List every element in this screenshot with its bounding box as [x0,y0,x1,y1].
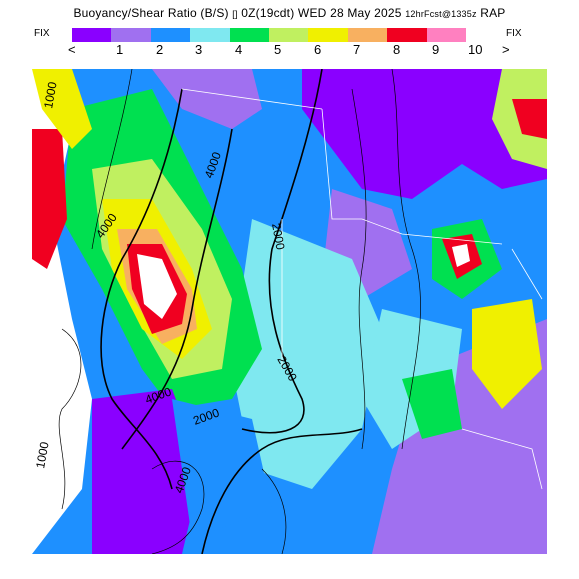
contour-line [58,328,82,510]
region-light-purple-nw [152,69,262,129]
contour-line [261,468,287,554]
tick-label: 8 [393,42,401,57]
color-swatch [72,28,112,42]
border-line [321,108,503,245]
region-red-nw [32,129,67,269]
chart-title: Buoyancy/Shear Ratio (B/S) [] 0Z(19cdt) … [0,6,579,20]
region-red-ne [512,99,547,139]
contour-line [151,460,205,554]
contour-line [100,88,183,490]
region-blue-sw [172,399,272,539]
border-line [461,428,543,490]
fix-right-label: FIX [506,28,522,39]
border-line [511,248,543,300]
contour-lines [100,69,363,554]
tick-label: 6 [314,42,322,57]
contour-label: 1000 [33,440,51,469]
color-swatch [268,28,309,42]
title-main: Buoyancy/Shear Ratio (B/S) [73,6,229,20]
contour-lines-thin [58,69,421,554]
tick-label: 10 [468,42,483,57]
color-scale [72,28,466,42]
region-white-east [452,244,470,267]
region-green-se [402,369,462,439]
title-valid: 0Z(19cdt) WED 28 May 2025 [241,6,402,20]
tick-label: 5 [274,42,282,57]
color-swatch [426,28,466,42]
color-swatch [229,28,269,42]
region-yellow-nw [32,69,92,149]
less-than-marker: < [68,42,76,57]
contour-label: 1000 [41,80,59,109]
color-swatch [111,28,151,42]
color-swatch [308,28,348,42]
tick-label: 9 [432,42,440,57]
contour-label: 2000 [269,222,287,251]
fix-left-label: FIX [34,28,50,39]
color-swatch [150,28,191,42]
color-swatch [387,28,427,42]
greater-than-marker: > [502,42,510,57]
contour-line [91,69,133,250]
region-white-core [137,254,177,319]
region-purple-sw [92,389,202,554]
border-line [181,88,323,110]
tick-label: 1 [116,42,124,57]
contour-line [121,128,233,450]
tick-label: 2 [156,42,164,57]
title-model: RAP [480,6,506,20]
contour-line [241,69,323,434]
tick-label: 7 [353,42,361,57]
scale-ticks: < 1 2 3 4 5 6 7 8 9 10 > [62,42,522,60]
title-cross: [] [232,9,238,19]
color-swatch [190,28,230,42]
contour-line [201,428,363,554]
tick-label: 3 [195,42,203,57]
contour-line [351,88,367,450]
map-panel: 4000 4000 2000 2000 2000 1000 4000 4000 … [32,69,547,554]
contour-line [391,69,421,450]
region-yellow-east [472,299,542,409]
title-fcst: 12hrFcst@1335z [405,9,477,19]
state-borders [181,88,543,490]
color-swatch [347,28,388,42]
tick-label: 4 [235,42,243,57]
